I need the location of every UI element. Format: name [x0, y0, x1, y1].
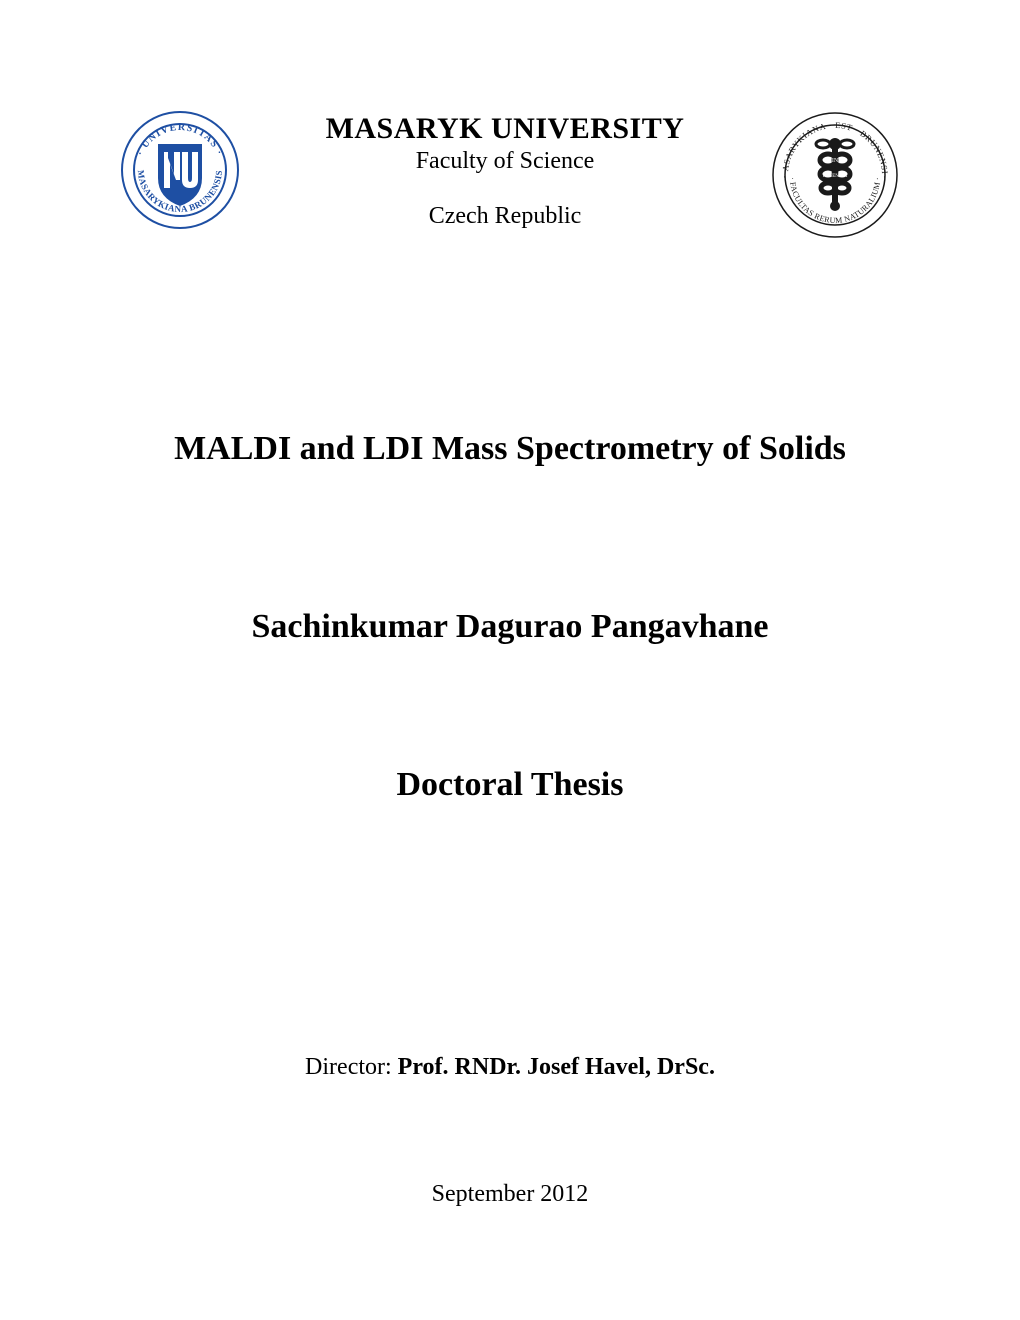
- director-name: Prof. RNDr. Josef Havel, DrSc.: [398, 1054, 715, 1080]
- svg-text:·: ·: [783, 172, 786, 182]
- svg-text:·: ·: [883, 172, 886, 182]
- header-center: MASARYK UNIVERSITY Faculty of Science Cz…: [250, 110, 760, 230]
- author-name: Sachinkumar Dagurao Pangavhane: [120, 608, 900, 646]
- svg-text:POTENTIA: POTENTIA: [823, 174, 848, 179]
- thesis-title: MALDI and LDI Mass Spectrometry of Solid…: [120, 430, 900, 468]
- university-seal-left-icon: · UNIVERSITAS · MASARYKIANA BRUNENSIS: [120, 110, 240, 230]
- svg-text:IN: IN: [832, 158, 839, 164]
- faculty-seal-right-icon: · MASARYKIANA · EST · BRUNENSIS · · FACU…: [770, 110, 900, 240]
- director-label: Director:: [305, 1054, 398, 1080]
- faculty-name: Faculty of Science: [250, 148, 760, 175]
- director-line: Director: Prof. RNDr. Josef Havel, DrSc.: [120, 1054, 900, 1081]
- country: Czech Republic: [250, 203, 760, 230]
- document-type: Doctoral Thesis: [120, 766, 900, 804]
- date: September 2012: [120, 1181, 900, 1208]
- header-row: · UNIVERSITAS · MASARYKIANA BRUNENSIS MA…: [120, 110, 900, 240]
- university-name: MASARYK UNIVERSITY: [250, 112, 760, 146]
